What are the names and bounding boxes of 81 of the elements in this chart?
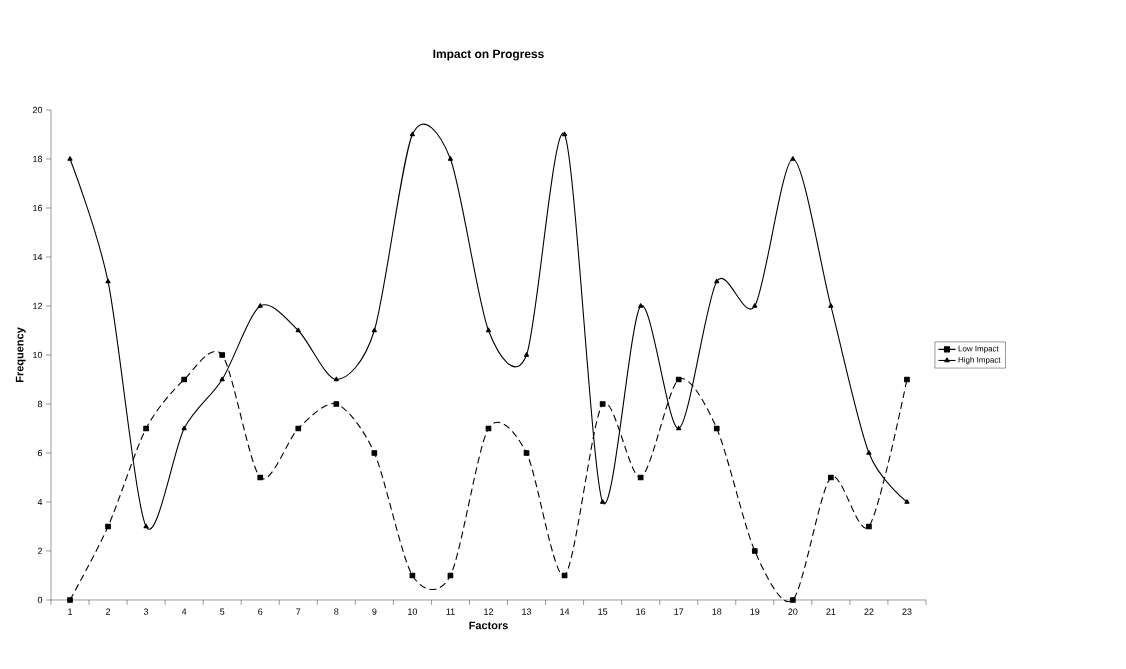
y-tick-label: 10 [33,351,43,359]
point [790,156,796,161]
x-tick-label: 10 [408,608,418,615]
y-tick-label: 16 [33,204,43,212]
point [599,401,606,407]
x-tick-label: 3 [143,608,149,615]
point [713,425,720,432]
point [333,376,339,382]
point [295,327,301,333]
y-tick-label: 2 [37,547,43,555]
point [637,474,644,481]
y-tick-label: 0 [37,596,43,604]
point [257,303,263,308]
x-tick-label: 23 [902,608,912,615]
point [295,425,302,432]
point [714,278,720,284]
y-tick-label: 6 [37,449,43,457]
y-tick-label: 12 [33,302,43,310]
x-tick-label: 4 [181,608,187,615]
point [904,499,910,504]
x-tick-label: 17 [674,608,684,615]
point [638,303,644,308]
x-tick-label: 12 [484,608,494,615]
point [904,376,910,383]
point [409,131,415,137]
point [600,499,606,504]
point [828,303,834,308]
point [523,450,530,456]
x-tick-label: 20 [788,608,798,615]
point [524,352,530,357]
point [561,572,568,579]
y-tick-label: 14 [33,253,43,261]
y-tick-label: 20 [32,106,43,114]
point [828,474,834,481]
point [181,376,187,383]
point [371,327,377,333]
x-tick-label: 15 [598,608,608,615]
x-tick-label: 14 [560,608,570,615]
x-tick-label: 16 [636,608,646,615]
point [371,450,378,456]
point [409,572,416,579]
y-tick-label: 8 [37,400,43,408]
point [143,523,149,529]
point [485,327,492,333]
point [257,474,264,481]
point [675,376,682,383]
point [790,597,796,603]
x-tick-label: 5 [220,608,225,615]
point [751,548,758,554]
x-tick-label: 7 [296,608,301,615]
x-tick-label: 18 [712,608,722,615]
point [181,425,187,431]
point [67,156,73,161]
x-tick-label: 8 [334,608,339,615]
point [752,303,758,308]
point [333,401,340,407]
x-tick-label: 22 [864,608,874,615]
chart-title: Impact on Progress [433,49,544,61]
x-tick-label: 21 [826,608,836,615]
point [143,425,149,432]
x-tick-label: 19 [750,608,760,615]
x-tick-label: 9 [372,608,377,615]
x-tick-label: 13 [522,608,532,615]
point [67,597,73,603]
x-tick-label: 6 [258,608,263,615]
point [676,425,682,431]
x-tick-label: 1 [68,608,73,615]
y-axis-title: Frequency [15,327,26,382]
point [866,523,872,530]
point [866,450,872,455]
point [447,156,453,161]
point [105,523,111,530]
point [219,352,226,358]
x-tick-label: 11 [446,608,455,615]
x-axis-title: Factors [469,621,508,630]
point [219,376,225,382]
point [105,278,111,284]
y-tick-label: 4 [37,498,43,506]
point [562,131,568,137]
y-tick-label: 18 [33,155,43,163]
x-tick-label: 2 [106,608,111,615]
